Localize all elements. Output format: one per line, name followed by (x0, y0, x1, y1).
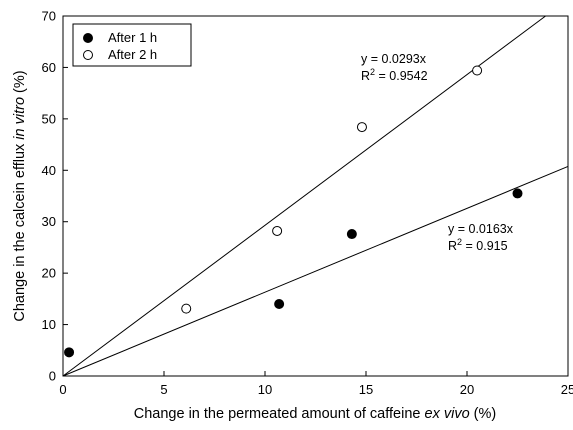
y-axis-title: Change in the calcein efflux in vitro (%… (12, 70, 28, 321)
fit-line-after-1-h (62, 165, 569, 377)
x-tick-label: 0 (59, 382, 66, 397)
annotation-after-2h: y = 0.0293x R2 = 0.9542 (361, 52, 428, 83)
x-tick-label: 10 (258, 382, 272, 397)
fit-line-after-2-h (62, 15, 546, 377)
y-tick-label: 20 (42, 266, 56, 281)
legend-label-after-1h: After 1 h (108, 30, 157, 45)
data-points (64, 65, 523, 358)
y-tick-label: 60 (42, 60, 56, 75)
x-tick-label: 15 (359, 382, 373, 397)
equation-after-2h: y = 0.0293x (361, 52, 427, 66)
r2-after-1h: R2 = 0.915 (448, 237, 508, 253)
y-tick-label: 0 (49, 369, 56, 384)
data-point-after-2-h (181, 303, 192, 314)
data-point-after-1-h (346, 229, 357, 240)
x-tick-label: 20 (460, 382, 474, 397)
regression-lines (62, 15, 569, 377)
data-point-after-2-h (356, 122, 367, 133)
legend-box (72, 23, 192, 67)
data-point-after-1-h (512, 188, 523, 199)
y-tick-label: 40 (42, 163, 56, 178)
y-axis-ticks: 0 10 20 30 40 50 60 70 (42, 9, 68, 384)
data-point-after-1-h (274, 299, 285, 309)
equation-after-1h: y = 0.0163x (448, 222, 514, 236)
data-point-after-2-h (272, 225, 283, 236)
data-point-after-1-h (64, 347, 75, 358)
legend-marker-after-1h (83, 33, 93, 43)
annotation-after-1h: y = 0.0163x R2 = 0.915 (448, 222, 514, 253)
legend-label-after-2h: After 2 h (108, 47, 157, 62)
y-tick-label: 10 (42, 317, 56, 332)
y-tick-label: 70 (42, 9, 56, 24)
plot-frame (62, 15, 569, 377)
r2-after-2h: R2 = 0.9542 (361, 67, 428, 83)
data-point-after-2-h (472, 65, 483, 76)
legend: After 1 h After 2 h (72, 23, 192, 67)
x-axis-ticks: 0 5 10 15 20 25 (59, 371, 573, 397)
x-tick-label: 25 (561, 382, 573, 397)
legend-marker-after-2h (83, 50, 93, 60)
y-tick-label: 30 (42, 214, 56, 229)
y-tick-label: 50 (42, 111, 56, 126)
x-axis-title: Change in the permeated amount of caffei… (134, 406, 496, 422)
x-tick-label: 5 (160, 382, 167, 397)
